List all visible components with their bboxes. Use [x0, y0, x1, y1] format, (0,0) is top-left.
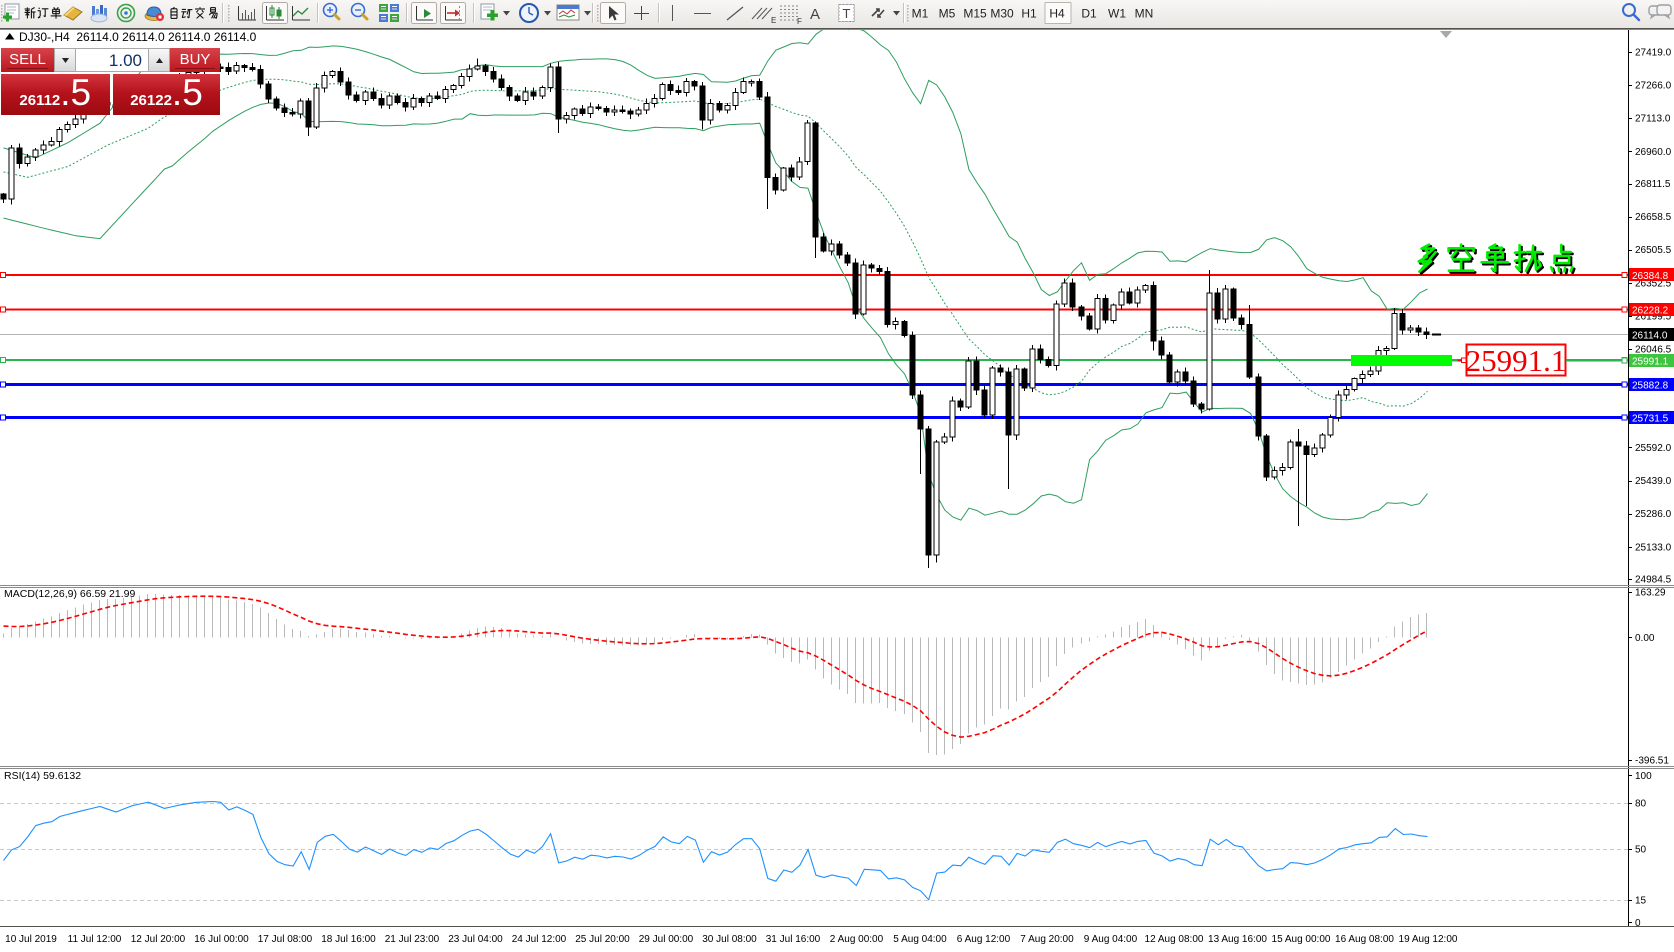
svg-text:25991.1: 25991.1 — [1466, 343, 1567, 378]
svg-text:D1: D1 — [1081, 7, 1097, 21]
svg-text:163.29: 163.29 — [1635, 588, 1666, 599]
svg-text:DJ30-,H4 26114.0 26114.0 2611: DJ30-,H4 26114.0 26114.0 26114.0 26114.0 — [19, 30, 257, 44]
svg-text:26960.0: 26960.0 — [1635, 147, 1672, 158]
svg-text:27419.0: 27419.0 — [1635, 48, 1672, 59]
svg-text:7 Aug 20:00: 7 Aug 20:00 — [1020, 934, 1074, 945]
svg-text:0: 0 — [1635, 918, 1641, 929]
svg-text:26199.5: 26199.5 — [1635, 311, 1672, 322]
svg-text:80: 80 — [1635, 798, 1647, 809]
svg-text:26046.5: 26046.5 — [1635, 345, 1672, 356]
svg-text:E: E — [771, 16, 776, 25]
svg-text:6 Aug 12:00: 6 Aug 12:00 — [957, 934, 1011, 945]
svg-text:25133.0: 25133.0 — [1635, 542, 1672, 553]
svg-text:25286.0: 25286.0 — [1635, 509, 1672, 520]
svg-text:100: 100 — [1635, 771, 1652, 782]
svg-text:A: A — [810, 6, 820, 23]
svg-text:T: T — [843, 6, 851, 21]
svg-text:11 Jul 12:00: 11 Jul 12:00 — [68, 934, 122, 945]
svg-text:31 Jul 16:00: 31 Jul 16:00 — [766, 934, 821, 945]
svg-text:25882.8: 25882.8 — [1632, 380, 1669, 391]
svg-text:H4: H4 — [1049, 7, 1065, 21]
svg-text:-396.51: -396.51 — [1635, 756, 1669, 767]
svg-text:18 Jul 16:00: 18 Jul 16:00 — [321, 934, 376, 945]
svg-text:5 Aug 04:00: 5 Aug 04:00 — [893, 934, 947, 945]
svg-text:26384.8: 26384.8 — [1632, 271, 1669, 282]
svg-text:MN: MN — [1135, 7, 1154, 21]
svg-text:16 Jul 00:00: 16 Jul 00:00 — [194, 934, 249, 945]
svg-text:27266.0: 27266.0 — [1635, 81, 1672, 92]
svg-text:15: 15 — [1635, 896, 1647, 907]
svg-text:26228.2: 26228.2 — [1632, 305, 1669, 316]
svg-text:M1: M1 — [912, 7, 929, 21]
svg-text:26811.5: 26811.5 — [1635, 179, 1671, 190]
svg-text:24984.5: 24984.5 — [1635, 575, 1672, 586]
svg-text:27113.0: 27113.0 — [1635, 114, 1671, 125]
svg-text:25991.1: 25991.1 — [1632, 356, 1669, 367]
svg-text:23 Jul 04:00: 23 Jul 04:00 — [448, 934, 503, 945]
svg-text:26505.5: 26505.5 — [1635, 245, 1672, 256]
svg-text:21 Jul 23:00: 21 Jul 23:00 — [385, 934, 440, 945]
svg-text:F: F — [797, 17, 802, 26]
svg-text:24 Jul 12:00: 24 Jul 12:00 — [512, 934, 567, 945]
svg-text:M15: M15 — [963, 7, 987, 21]
svg-text:26352.5: 26352.5 — [1635, 278, 1672, 289]
svg-text:30 Jul 08:00: 30 Jul 08:00 — [702, 934, 757, 945]
svg-text:25 Jul 20:00: 25 Jul 20:00 — [575, 934, 630, 945]
svg-text:M30: M30 — [990, 7, 1014, 21]
svg-text:16 Aug 08:00: 16 Aug 08:00 — [1335, 934, 1394, 945]
svg-text:RSI(14) 59.6132: RSI(14) 59.6132 — [4, 770, 81, 782]
svg-text:13 Aug 16:00: 13 Aug 16:00 — [1208, 934, 1267, 945]
svg-text:29 Jul 00:00: 29 Jul 00:00 — [639, 934, 694, 945]
svg-text:26658.5: 26658.5 — [1635, 212, 1672, 223]
svg-text:25439.0: 25439.0 — [1635, 476, 1672, 487]
svg-text:26114.0: 26114.0 — [1632, 330, 1668, 341]
svg-text:W1: W1 — [1108, 7, 1126, 21]
svg-text:12 Jul 20:00: 12 Jul 20:00 — [131, 934, 186, 945]
svg-text:2 Aug 00:00: 2 Aug 00:00 — [830, 934, 884, 945]
svg-text:15 Aug 00:00: 15 Aug 00:00 — [1272, 934, 1331, 945]
svg-text:0.00: 0.00 — [1635, 633, 1655, 644]
svg-text:9 Aug 04:00: 9 Aug 04:00 — [1084, 934, 1138, 945]
svg-text:MACD(12,26,9) 66.59 21.99: MACD(12,26,9) 66.59 21.99 — [4, 588, 135, 600]
svg-text:10 Jul 2019: 10 Jul 2019 — [5, 934, 57, 945]
svg-text:50: 50 — [1635, 844, 1647, 855]
svg-text:19 Aug 12:00: 19 Aug 12:00 — [1399, 934, 1458, 945]
svg-text:M5: M5 — [939, 7, 956, 21]
svg-text:17 Jul 08:00: 17 Jul 08:00 — [258, 934, 313, 945]
svg-text:12 Aug 08:00: 12 Aug 08:00 — [1145, 934, 1204, 945]
svg-text:25731.5: 25731.5 — [1632, 413, 1669, 424]
svg-text:25592.0: 25592.0 — [1635, 443, 1672, 454]
svg-text:H1: H1 — [1021, 7, 1037, 21]
